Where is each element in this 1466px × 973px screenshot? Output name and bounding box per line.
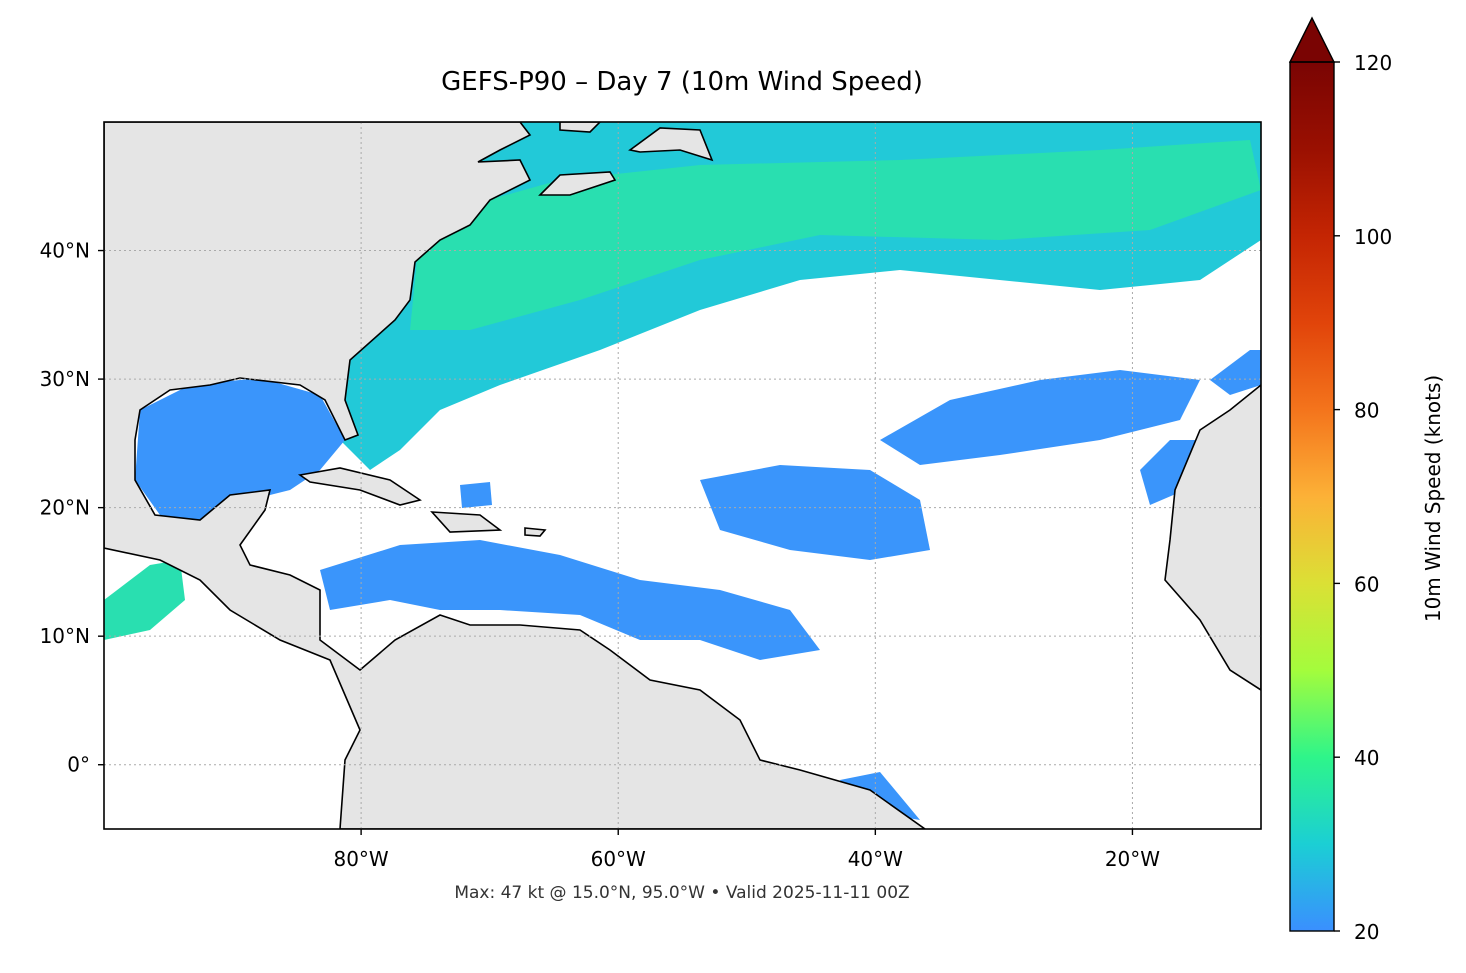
colorbar-label: 10m Wind Speed (knots) <box>1421 375 1445 622</box>
colorbar-tick-label: 20 <box>1354 920 1379 944</box>
y-tick-label: 40°N <box>40 239 90 263</box>
map-frame <box>103 121 1262 830</box>
colorbar-tick-label: 80 <box>1354 399 1379 423</box>
footer-note: Max: 47 kt @ 15.0°N, 95.0°W • Valid 2025… <box>454 883 909 903</box>
y-tick-label: 20°N <box>40 496 90 520</box>
land <box>104 122 1261 829</box>
colorbar-frame <box>1289 61 1335 932</box>
map-area <box>104 122 1261 829</box>
colorbar-tick-label: 100 <box>1354 225 1392 249</box>
y-tick-label: 30°N <box>40 367 90 391</box>
y-tick-label: 10°N <box>40 624 90 648</box>
x-tick-label: 60°W <box>591 847 646 871</box>
colorbar-tick-label: 120 <box>1354 51 1392 75</box>
x-tick-label: 80°W <box>333 847 388 871</box>
colorbar-tick-label: 40 <box>1354 746 1379 770</box>
colorbar: 20 40 60 80 100 120 10m Wind Speed (knots) <box>1288 16 1445 944</box>
y-tick-label: 0° <box>67 753 90 777</box>
colorbar-tick-label: 60 <box>1354 572 1379 596</box>
x-tick-label: 20°W <box>1105 847 1160 871</box>
map-title: GEFS-P90 – Day 7 (10m Wind Speed) <box>441 67 923 97</box>
x-tick-label: 40°W <box>848 847 903 871</box>
colorbar-gradient <box>1290 62 1334 931</box>
colorbar-extend <box>1288 16 1336 63</box>
